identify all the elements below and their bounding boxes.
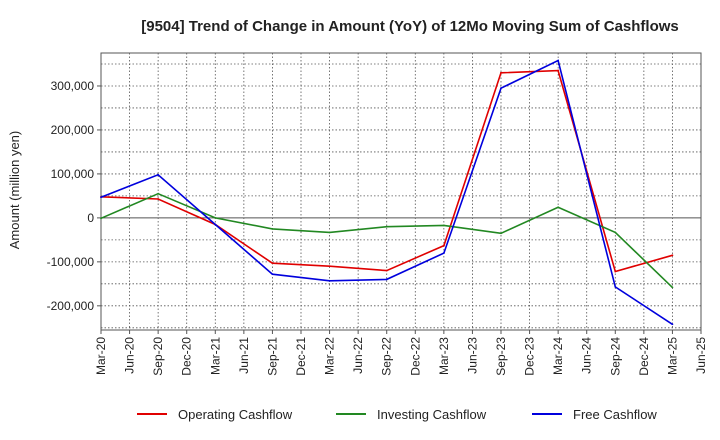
data-point — [671, 286, 674, 289]
data-point — [442, 224, 445, 227]
data-point — [214, 216, 217, 219]
x-tick-label: Sep-20 — [151, 337, 165, 376]
data-point — [500, 71, 502, 74]
data-point — [214, 223, 217, 226]
x-tick-label: Sep-23 — [494, 337, 508, 376]
x-tick-label: Dec-20 — [180, 337, 194, 376]
data-point — [442, 252, 445, 254]
data-point — [614, 286, 617, 288]
x-tick-label: Jun-21 — [237, 337, 251, 374]
data-point — [557, 69, 560, 72]
x-tick-label: Jun-20 — [123, 337, 137, 374]
y-tick-label: 200,000 — [51, 123, 95, 137]
data-point — [271, 273, 274, 276]
x-tick-label: Sep-22 — [380, 337, 394, 376]
data-point — [271, 262, 274, 265]
x-tick-label: Mar-25 — [665, 337, 679, 375]
data-point — [328, 279, 331, 282]
data-point — [157, 192, 160, 195]
x-tick-label: Jun-23 — [465, 337, 479, 374]
data-point — [671, 323, 674, 326]
axes: 300,000 200,000 100,000 0 -100,000 -200,000 Ma… — [47, 52, 708, 376]
data-point — [671, 254, 674, 257]
chart-title: [9504] Trend of Change in Amount (YoY) o… — [141, 18, 679, 35]
data-point — [385, 269, 388, 272]
data-point — [557, 206, 560, 209]
plot-frame — [100, 52, 702, 331]
x-tick-label: Dec-21 — [294, 337, 308, 376]
x-tick-label: Mar-24 — [551, 337, 565, 375]
x-tick-label: Jun-25 — [694, 337, 708, 374]
data-point — [100, 196, 102, 199]
data-point — [442, 244, 445, 247]
y-tick-label: -200,000 — [47, 299, 95, 313]
data-point — [328, 265, 331, 268]
y-tick-label: 100,000 — [51, 167, 95, 181]
legend: Operating Cashflow Investing Cashflow Free… — [137, 407, 657, 422]
x-tick-label: Dec-24 — [637, 337, 651, 376]
x-tick-label: Dec-22 — [408, 337, 422, 376]
data-point — [385, 225, 388, 228]
x-tick-label: Mar-20 — [94, 337, 108, 375]
data-point — [157, 173, 160, 176]
x-tick-label: Sep-24 — [608, 337, 622, 376]
legend-label: Investing Cashflow — [377, 407, 487, 422]
data-point — [614, 270, 617, 273]
data-point — [557, 59, 560, 62]
legend-label: Operating Cashflow — [178, 407, 293, 422]
y-tick-label: 0 — [87, 211, 94, 225]
x-tick-label: Mar-22 — [323, 337, 337, 375]
data-point — [500, 232, 502, 235]
data-point — [157, 198, 160, 200]
y-axis-label: Amount (million yen) — [7, 131, 22, 250]
data-point — [385, 278, 388, 281]
data-point — [614, 231, 617, 234]
x-tick-label: Mar-23 — [437, 337, 451, 375]
data-point — [100, 217, 102, 220]
grid — [100, 53, 702, 330]
y-tick-label: -100,000 — [47, 255, 95, 269]
x-tick-label: Sep-21 — [265, 337, 279, 376]
legend-label: Free Cashflow — [573, 407, 657, 422]
data-point — [328, 231, 331, 234]
data-point — [500, 87, 502, 90]
x-tick-label: Mar-21 — [208, 337, 222, 375]
y-tick-label: 300,000 — [51, 79, 95, 93]
data-point — [271, 227, 274, 230]
x-tick-label: Jun-24 — [580, 337, 594, 374]
x-tick-label: Jun-22 — [351, 337, 365, 374]
series-lines — [100, 59, 674, 326]
x-tick-label: Dec-23 — [523, 337, 537, 376]
